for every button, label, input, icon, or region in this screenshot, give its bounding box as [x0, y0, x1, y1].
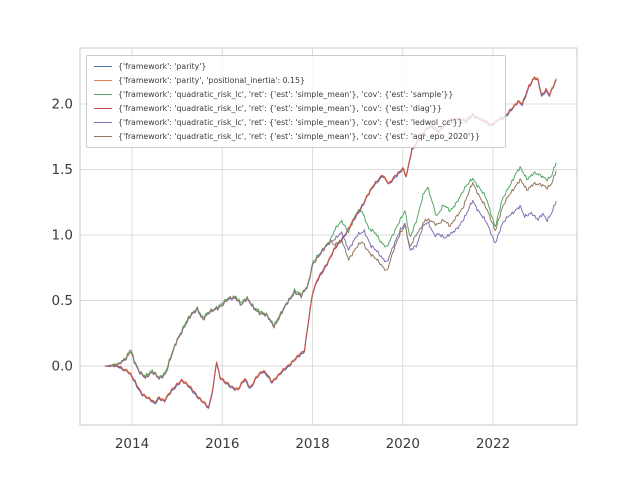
legend-line-swatch-icon [94, 65, 112, 67]
legend-line-swatch-icon [94, 93, 112, 95]
legend-label: {'framework': 'quadratic_risk_lc', 'ret'… [118, 89, 454, 99]
legend-item: {'framework': 'parity', 'positional_iner… [87, 73, 505, 87]
plot-border [79, 47, 578, 426]
legend-label: {'framework': 'quadratic_risk_lc', 'ret'… [118, 117, 463, 127]
legend-item: {'framework': 'quadratic_risk_lc', 'ret'… [87, 129, 505, 143]
legend: {'framework': 'parity'} {'framework': 'pa… [86, 55, 506, 148]
y-tick-label: 0.5 [52, 293, 73, 309]
legend-item: {'framework': 'parity'} [87, 59, 505, 73]
legend-item: {'framework': 'quadratic_risk_lc', 'ret'… [87, 101, 505, 115]
y-tick-label: 1.5 [52, 162, 73, 178]
x-axis-tick-labels: 2014 2016 2018 2020 2022 [115, 436, 510, 452]
legend-line-swatch-icon [94, 107, 112, 109]
legend-item: {'framework': 'quadratic_risk_lc', 'ret'… [87, 87, 505, 101]
x-tick-label: 2016 [205, 436, 239, 452]
y-tick-label: 2.0 [52, 97, 73, 113]
x-tick-label: 2022 [476, 436, 510, 452]
legend-line-swatch-icon [94, 135, 112, 137]
series-line-5 [104, 170, 557, 380]
legend-label: {'framework': 'quadratic_risk_lc', 'ret'… [118, 103, 442, 113]
legend-label: {'framework': 'parity'} [118, 61, 207, 71]
legend-line-swatch-icon [94, 121, 112, 123]
legend-label: {'framework': 'parity', 'positional_iner… [118, 75, 305, 85]
x-tick-label: 2020 [386, 436, 420, 452]
x-tick-label: 2018 [295, 436, 329, 452]
legend-item: {'framework': 'quadratic_risk_lc', 'ret'… [87, 115, 505, 129]
y-tick-label: 0.0 [52, 359, 73, 375]
x-tick-label: 2014 [115, 436, 149, 452]
y-tick-label: 1.0 [52, 228, 73, 244]
legend-line-swatch-icon [94, 79, 112, 81]
y-axis-tick-labels: 0.0 0.5 1.0 1.5 2.0 [52, 97, 73, 375]
legend-label: {'framework': 'quadratic_risk_lc', 'ret'… [118, 131, 481, 141]
